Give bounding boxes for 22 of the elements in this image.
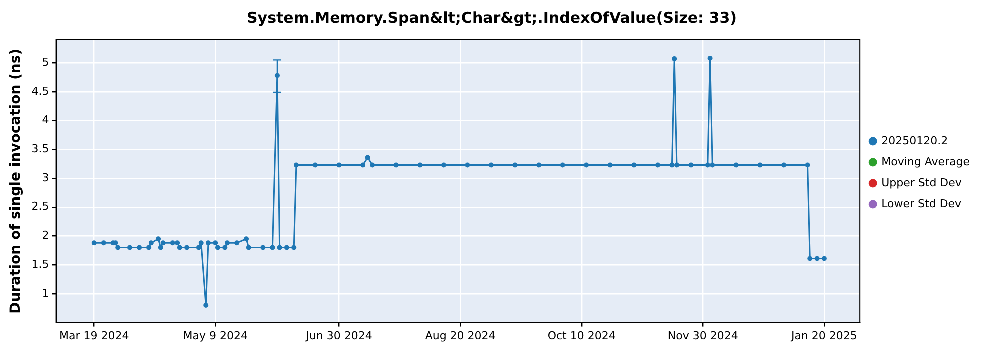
y-tick-label: 1 bbox=[42, 286, 50, 300]
x-tick-label: May 9 2024 bbox=[183, 329, 248, 342]
y-tick-label: 3.5 bbox=[32, 142, 50, 156]
y-tick-label: 5 bbox=[42, 56, 50, 69]
x-tick-label: Mar 19 2024 bbox=[59, 329, 130, 342]
legend-label: Moving Average bbox=[882, 155, 970, 168]
y-axis-title: Duration of single invocation (ns) bbox=[8, 48, 24, 314]
y-tick-label: 2.5 bbox=[32, 200, 50, 214]
legend-label: 20250120.2 bbox=[882, 134, 948, 148]
y-tick-label: 1.5 bbox=[32, 258, 50, 271]
y-tick-label: 2 bbox=[42, 229, 50, 242]
y-tick-label: 4 bbox=[42, 114, 50, 127]
y-tick-label: 4.5 bbox=[32, 84, 50, 98]
legend-label: Lower Std Dev bbox=[882, 197, 962, 210]
chart-title: System.Memory.Span&lt;Char&gt;.IndexOfValue(Size: 33) bbox=[246, 8, 738, 27]
x-tick-label: Nov 30 2024 bbox=[668, 329, 738, 342]
legend-label: Upper Std Dev bbox=[882, 176, 962, 190]
x-tick-label: Jun 30 2024 bbox=[305, 329, 372, 342]
x-tick-label: Jan 20 2025 bbox=[790, 329, 858, 342]
y-tick-label: 3 bbox=[42, 171, 50, 184]
x-tick-label: Aug 20 2024 bbox=[425, 329, 496, 342]
x-tick-label: Oct 10 2024 bbox=[548, 329, 616, 342]
